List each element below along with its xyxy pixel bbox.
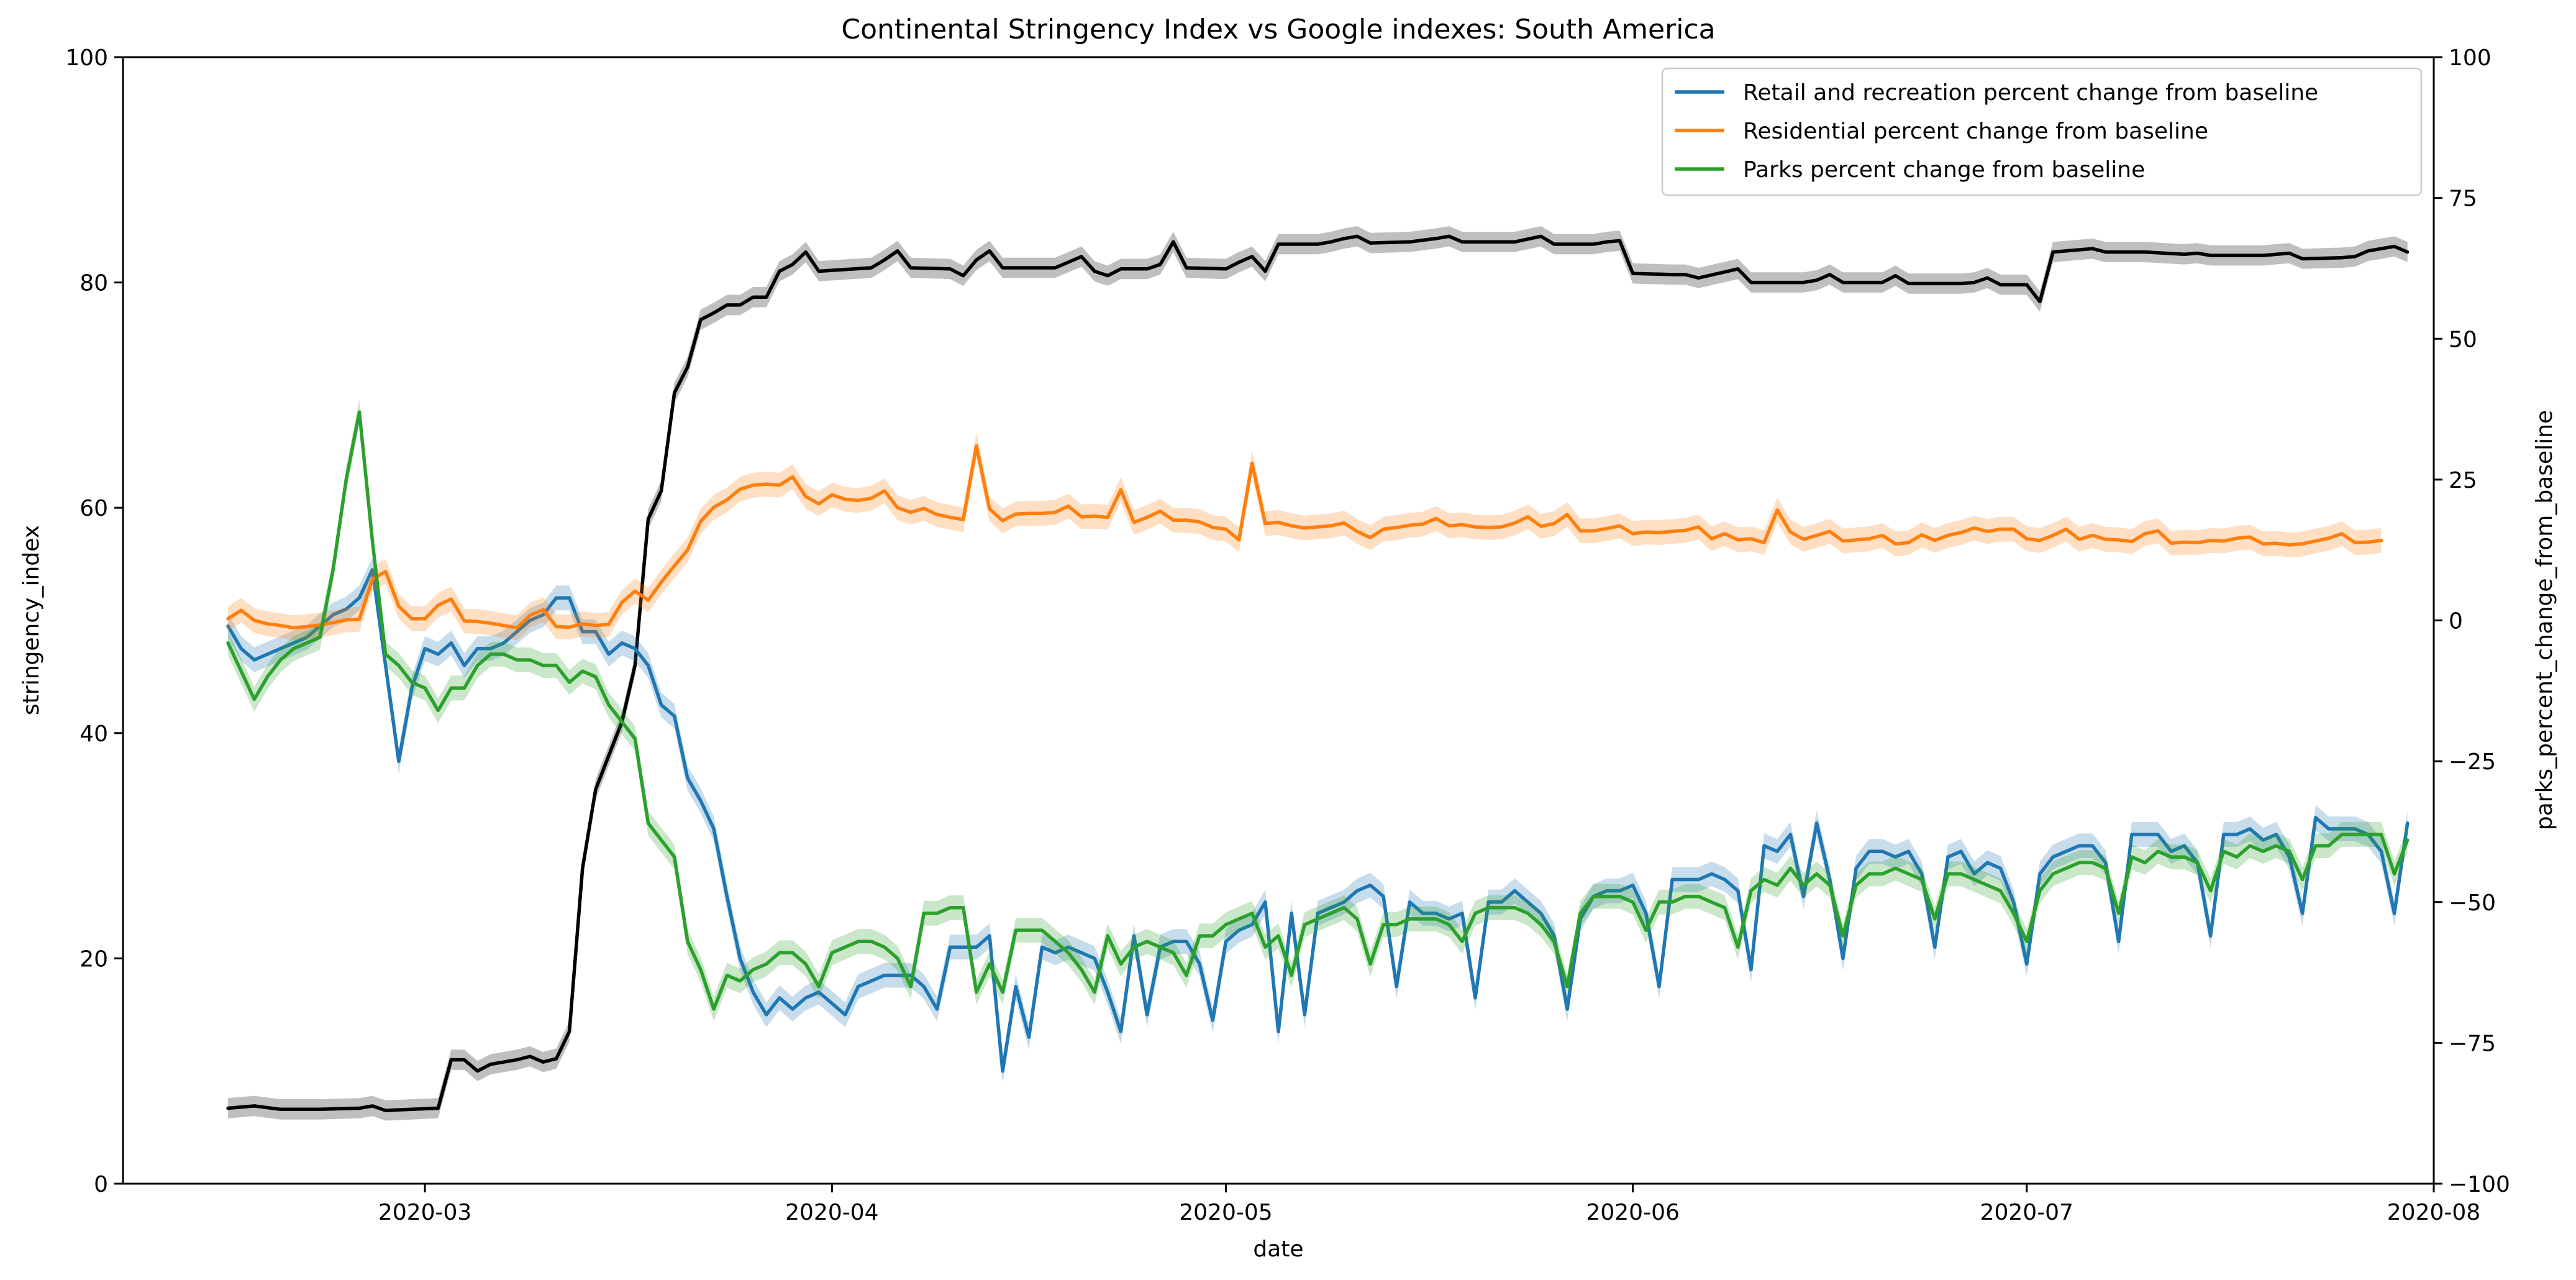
plot-area [226, 226, 2410, 1121]
y-tick-label: 40 [80, 721, 108, 747]
y-tick-label: 100 [65, 45, 108, 71]
y2-axis-label: parks_percent_change_from_baseline [2532, 410, 2557, 830]
legend-label: Residential percent change from baseline [1743, 119, 2208, 144]
y-tick-label: 80 [80, 271, 108, 296]
x-tick-label: 2020-06 [1586, 1200, 1679, 1225]
y2-tick-label: −25 [2449, 749, 2496, 775]
x-tick-label: 2020-03 [378, 1200, 471, 1225]
y-tick-label: 0 [94, 1172, 108, 1197]
y2-tick-label: 50 [2449, 327, 2477, 352]
stringency-index-line [226, 234, 2410, 1112]
retail-and-recreation-percent-change-from-baseline-line [226, 568, 2410, 1073]
x-axis-label: date [1253, 1237, 1303, 1262]
axis-ticks: 2020-03 2020-04 2020-05 2020-06 2020-07 2020-… [65, 45, 2510, 1225]
x-tick-label: 2020-04 [785, 1200, 878, 1225]
y-tick-label: 60 [80, 496, 108, 521]
parks-percent-change-from-baseline-line [226, 410, 2410, 1011]
x-tick-label: 2020-05 [1179, 1200, 1272, 1225]
y2-tick-label: 75 [2449, 186, 2477, 212]
legend-label: Parks percent change from baseline [1743, 157, 2145, 183]
x-tick-label: 2020-08 [2387, 1200, 2480, 1225]
y-tick-label: 20 [80, 946, 108, 972]
chart-title: Continental Stringency Index vs Google i… [841, 14, 1715, 45]
y2-tick-label: −50 [2449, 890, 2496, 916]
y2-tick-label: −100 [2449, 1172, 2510, 1197]
y-axis-label: stringency_index [19, 525, 44, 715]
legend: Retail and recreation percent change fro… [1661, 67, 2423, 196]
y2-tick-label: −75 [2449, 1031, 2496, 1056]
residential-percent-change-from-baseline-line [226, 444, 2383, 630]
legend-label: Retail and recreation percent change fro… [1743, 80, 2318, 106]
legend-frame [1661, 67, 2423, 196]
x-tick-label: 2020-07 [1980, 1200, 2073, 1225]
y2-tick-label: 0 [2449, 609, 2463, 634]
y2-tick-label: 25 [2449, 468, 2477, 493]
y2-tick-label: 100 [2449, 45, 2492, 71]
